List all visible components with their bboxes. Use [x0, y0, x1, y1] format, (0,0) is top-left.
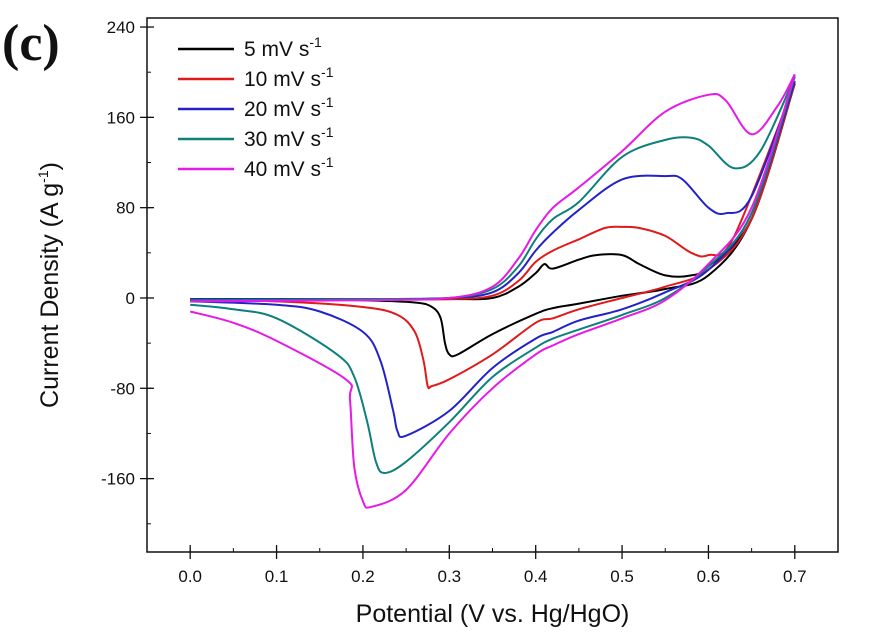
y-tick-label: -80 [110, 379, 135, 398]
legend-label-main: 20 mV s [244, 98, 321, 121]
x-tick-label: 0.2 [351, 567, 375, 586]
y-axis-title-main: Current Density (A g [36, 183, 64, 408]
y-tick-label: -160 [101, 470, 135, 489]
x-tick-label: 0.6 [697, 567, 721, 586]
x-tick-label: 0.4 [524, 567, 548, 586]
legend-label: 30 mV s-1 [244, 124, 334, 151]
series-5 [189, 73, 796, 509]
legend-label-sup: -1 [321, 94, 334, 110]
series-line-cathodic [190, 83, 796, 358]
y-tick-label: 160 [107, 108, 135, 127]
y-axis-title-end: ) [36, 162, 64, 170]
legend-label: 40 mV s-1 [244, 154, 334, 181]
series-2 [190, 83, 796, 390]
legend-label-main: 5 mV s [244, 38, 309, 61]
legend-label: 10 mV s-1 [244, 64, 334, 91]
legend-label-main: 30 mV s [244, 128, 321, 151]
panel-label: (c) [2, 15, 60, 72]
series-line-anodic [190, 83, 796, 301]
legend-label-sup: -1 [321, 64, 334, 80]
legend-label: 20 mV s-1 [244, 94, 334, 121]
x-tick-label: 0.7 [783, 567, 807, 586]
tick-labels: 0.0 0.1 0.2 0.3 0.4 0.5 0.6 0.7 -160 -80 0 80 160 240 [101, 18, 807, 586]
series-line-anodic [190, 73, 796, 303]
tick-marks [140, 26, 839, 559]
series-group [189, 73, 796, 509]
series-line-cathodic [189, 74, 796, 509]
y-tick-label: 240 [107, 18, 135, 37]
y-axis-title: Current Density (A g-1) [35, 162, 64, 408]
x-tick-label: 0.1 [265, 567, 289, 586]
x-axis-title: Potential (V vs. Hg/HgO) [356, 600, 630, 628]
legend-label-main: 10 mV s [244, 68, 321, 91]
x-tick-label: 0.0 [178, 567, 202, 586]
legend-label: 5 mV s-1 [244, 34, 322, 61]
x-tick-label: 0.3 [437, 567, 461, 586]
legend-label-sup: -1 [321, 124, 334, 140]
legend-label-sup: -1 [321, 154, 334, 170]
series-line-cathodic [190, 83, 796, 390]
legend-label-sup: -1 [309, 34, 322, 50]
y-tick-label: 0 [126, 289, 135, 308]
series-1 [190, 83, 796, 358]
legend: 5 mV s-110 mV s-120 mV s-130 mV s-140 mV… [178, 34, 334, 181]
y-axis-title-sup: -1 [35, 170, 51, 183]
y-tick-label: 80 [116, 199, 135, 218]
x-tick-label: 0.5 [610, 567, 634, 586]
legend-label-main: 40 mV s [244, 158, 321, 181]
